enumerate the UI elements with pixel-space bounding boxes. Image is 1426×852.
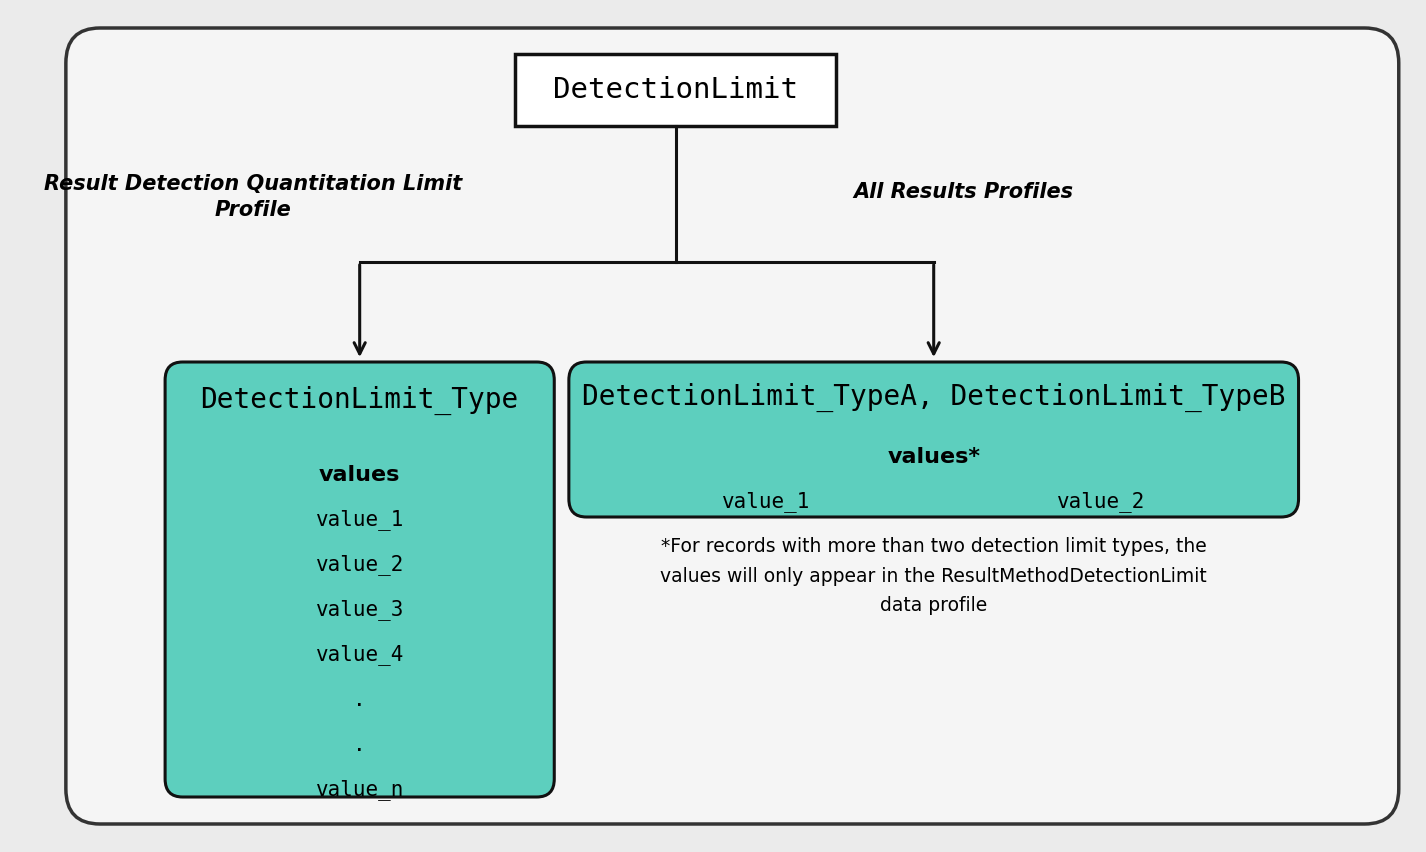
Text: DetectionLimit_TypeA, DetectionLimit_TypeB: DetectionLimit_TypeA, DetectionLimit_Typ… (582, 383, 1285, 412)
Text: value_2: value_2 (1057, 492, 1145, 512)
Text: DetectionLimit_Type: DetectionLimit_Type (201, 385, 519, 415)
Text: value_1: value_1 (722, 492, 810, 512)
FancyBboxPatch shape (66, 28, 1399, 824)
Text: values*: values* (887, 447, 980, 467)
Text: Result Detection Quantitation Limit
Profile: Result Detection Quantitation Limit Prof… (44, 174, 462, 220)
Text: .: . (354, 735, 366, 755)
Text: .: . (354, 690, 366, 710)
Text: value_n: value_n (315, 780, 404, 801)
Text: DetectionLimit: DetectionLimit (553, 76, 799, 104)
Text: All Results Profiles: All Results Profiles (853, 182, 1072, 202)
Text: value_2: value_2 (315, 555, 404, 575)
FancyBboxPatch shape (165, 362, 555, 797)
Text: value_4: value_4 (315, 644, 404, 665)
FancyBboxPatch shape (515, 54, 837, 126)
Text: *For records with more than two detection limit types, the
values will only appe: *For records with more than two detectio… (660, 537, 1206, 615)
Text: value_3: value_3 (315, 600, 404, 620)
Text: value_1: value_1 (315, 509, 404, 531)
Text: values: values (319, 465, 401, 485)
FancyBboxPatch shape (569, 362, 1299, 517)
